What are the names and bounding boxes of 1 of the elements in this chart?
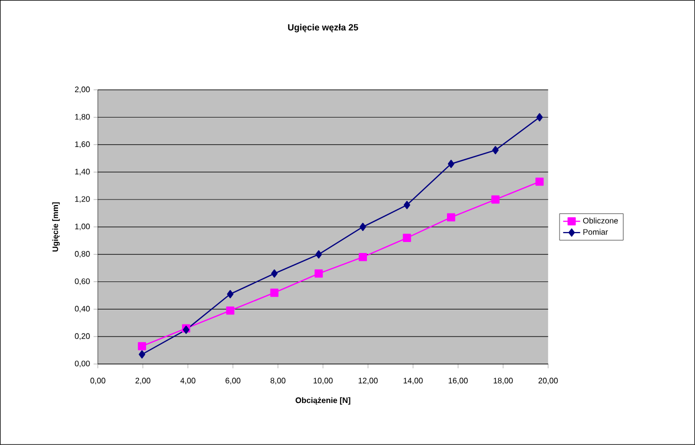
chart-title: Ugięcie węzła 25 [288, 24, 358, 32]
